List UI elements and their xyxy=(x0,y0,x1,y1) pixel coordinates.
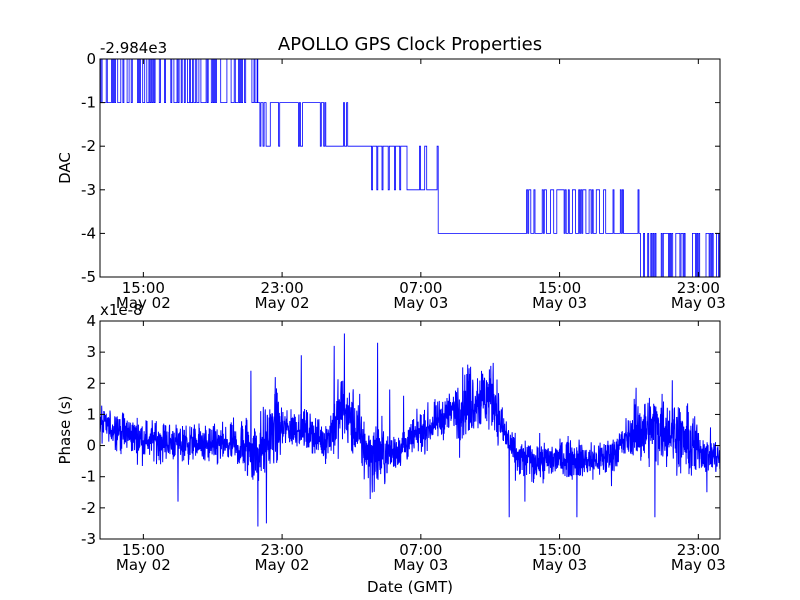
x-tick-time-label: 15:00 xyxy=(538,279,581,297)
x-tick-time-label: 23:00 xyxy=(677,279,720,297)
x-tick-date-label: May 02 xyxy=(116,294,171,312)
y-tick-label: -2 xyxy=(81,499,96,517)
x-tick-date-label: May 02 xyxy=(255,556,310,574)
x-tick-date-label: May 03 xyxy=(532,294,587,312)
y-tick-label: 2 xyxy=(86,374,96,392)
phase-y-offset-label: x1e-8 xyxy=(100,301,143,319)
x-tick-time-label: 15:00 xyxy=(122,541,165,559)
x-tick-date-label: May 02 xyxy=(116,556,171,574)
y-tick-label: -1 xyxy=(81,94,96,112)
y-tick-label: -2 xyxy=(81,137,96,155)
x-tick-date-label: May 03 xyxy=(671,556,726,574)
dac-axes-frame xyxy=(99,58,721,278)
x-tick-date-label: May 03 xyxy=(671,294,726,312)
y-tick-label: 0 xyxy=(86,50,96,68)
x-tick-time-label: 15:00 xyxy=(122,279,165,297)
x-tick-time-label: 07:00 xyxy=(399,541,442,559)
dac-y-ticks: 0 -1 -2 -3 -4 -5 xyxy=(81,50,720,286)
phase-y-axis-label: Phase (s) xyxy=(56,395,74,464)
phase-series-line xyxy=(99,333,721,527)
dac-y-offset-label: -2.984e3 xyxy=(100,39,167,57)
y-tick-label: -3 xyxy=(81,530,96,548)
phase-y-ticks: 4 3 2 1 0 -1 -2 -3 xyxy=(81,312,720,548)
x-tick-date-label: May 03 xyxy=(532,556,587,574)
x-tick-time-label: 23:00 xyxy=(260,541,303,559)
x-tick-time-label: 23:00 xyxy=(260,279,303,297)
x-tick-time-label: 23:00 xyxy=(677,541,720,559)
y-tick-label: -1 xyxy=(81,468,96,486)
dac-series-line xyxy=(100,58,720,278)
phase-axes-frame xyxy=(99,320,721,540)
phase-x-axis-label: Date (GMT) xyxy=(367,578,453,596)
dac-y-axis-label: DAC xyxy=(56,152,74,184)
y-tick-label: -3 xyxy=(81,181,96,199)
y-tick-label: 4 xyxy=(86,312,96,330)
x-tick-date-label: May 02 xyxy=(255,294,310,312)
y-tick-label: 3 xyxy=(86,343,96,361)
y-tick-label: 0 xyxy=(86,437,96,455)
y-tick-label: -4 xyxy=(81,224,96,242)
chart-title: APOLLO GPS Clock Properties xyxy=(278,34,542,55)
x-tick-time-label: 15:00 xyxy=(538,541,581,559)
y-tick-label: 1 xyxy=(86,405,96,423)
x-tick-date-label: May 03 xyxy=(393,294,448,312)
y-tick-label: -5 xyxy=(81,268,96,286)
x-tick-time-label: 07:00 xyxy=(399,279,442,297)
x-tick-date-label: May 03 xyxy=(393,556,448,574)
